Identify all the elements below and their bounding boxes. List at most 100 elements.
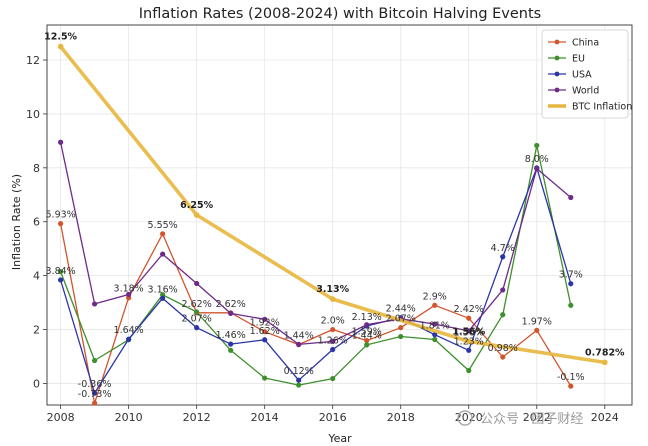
data-label: 5.55% <box>148 220 178 231</box>
data-label: 2.0% <box>321 316 345 327</box>
series-btc-inflation <box>57 43 608 366</box>
legend-label: China <box>572 38 599 49</box>
y-tick-label: 4 <box>33 270 40 283</box>
data-point <box>500 312 506 318</box>
data-point <box>364 337 370 344</box>
data-point <box>329 296 336 302</box>
legend-item: USA <box>548 70 592 81</box>
data-label: 1.64% <box>114 325 144 336</box>
series-layer <box>57 43 608 406</box>
y-axis-title: Inflation Rate (%) <box>10 174 23 270</box>
legend: China EU USA World BTC Inflation <box>541 29 632 119</box>
data-label: 8.0% <box>525 154 549 165</box>
data-label: 3.16% <box>148 284 178 295</box>
data-label: 2.07% <box>386 314 416 325</box>
data-point <box>534 327 540 333</box>
legend-item: EU <box>548 54 585 65</box>
data-point <box>364 322 370 328</box>
legend-label: World <box>572 86 599 97</box>
legend-item: BTC Inflation <box>548 102 632 113</box>
data-point <box>228 310 234 316</box>
legend-marker <box>554 55 560 61</box>
data-point <box>568 281 574 287</box>
data-point <box>466 367 472 374</box>
y-tick-label: 10 <box>26 108 40 121</box>
data-point <box>160 295 166 301</box>
data-point <box>160 251 166 257</box>
y-tick-label: 12 <box>26 54 40 67</box>
data-label: 2.44% <box>386 304 416 315</box>
watermark-icon <box>457 410 473 426</box>
data-point <box>126 336 132 342</box>
x-tick-label: 2016 <box>319 411 347 424</box>
data-label: 1.92% <box>250 318 280 329</box>
data-point <box>58 139 64 145</box>
data-point <box>432 332 438 338</box>
series-line <box>59 222 572 404</box>
data-label: 1.62% <box>250 326 280 337</box>
data-label: 3.18% <box>114 284 144 295</box>
data-label: -0.36% <box>78 379 112 390</box>
series-china <box>58 221 574 406</box>
data-label: 1.44% <box>284 331 314 342</box>
data-point <box>568 383 574 389</box>
data-point <box>466 347 472 353</box>
data-label: 2.62% <box>216 299 246 310</box>
legend-item: China <box>548 38 599 49</box>
data-label: 1.23% <box>454 336 484 347</box>
legend-box <box>541 29 629 119</box>
data-label: 3.7% <box>559 270 583 281</box>
legend-item: World <box>548 86 599 97</box>
x-tick-label: 2010 <box>115 411 143 424</box>
legend-marker <box>554 71 560 77</box>
x-tick-label: 2014 <box>251 411 279 424</box>
data-point <box>500 354 506 360</box>
data-label: 2.9% <box>423 291 447 302</box>
data-point <box>126 291 132 298</box>
y-axis: 0 2 4 6 8 10 12 <box>26 54 47 390</box>
x-tick-label: 2012 <box>183 411 211 424</box>
data-point <box>228 341 234 347</box>
legend-marker <box>554 87 560 93</box>
data-point <box>330 326 336 333</box>
data-point <box>296 341 302 347</box>
data-point <box>534 142 540 149</box>
data-point <box>500 287 506 293</box>
chart-title: Inflation Rates (2008-2024) with Bitcoin… <box>139 6 541 22</box>
data-labels: 5.93% 3.84% -0.73%-0.36% 3.18% 1.64% 5.55% 3.1… <box>44 32 625 401</box>
data-label: 1.44% <box>352 331 382 342</box>
data-label: -0.73% <box>78 389 112 400</box>
data-label: 1.56% <box>454 327 484 338</box>
data-label: 4.7% <box>491 243 515 254</box>
btc-data-label: 12.5% <box>44 32 77 43</box>
data-point <box>194 309 200 315</box>
btc-data-label: 3.13% <box>316 284 349 295</box>
data-point <box>262 337 268 343</box>
data-point <box>465 338 472 345</box>
data-label: 2.13% <box>352 312 382 323</box>
data-point <box>432 321 438 327</box>
y-tick-label: 8 <box>33 162 40 175</box>
x-tick-label: 2008 <box>47 411 75 424</box>
data-point <box>296 377 302 383</box>
data-point <box>330 346 336 353</box>
data-point <box>330 375 336 382</box>
data-point <box>160 231 166 237</box>
data-point <box>398 325 404 331</box>
data-label: 0.12% <box>284 366 314 377</box>
plot-area <box>46 24 633 406</box>
data-point <box>262 329 268 335</box>
data-point <box>466 315 472 321</box>
watermark-text: 公众号 · 团子财经 <box>480 412 583 427</box>
data-label: 3.84% <box>46 266 76 277</box>
x-tick-label: 2024 <box>591 411 619 424</box>
x-axis: 2008 2010 2012 2014 2016 2018 2020 2022 2024 <box>47 405 619 424</box>
btc-data-label: 6.25% <box>180 200 213 211</box>
legend-marker <box>554 39 560 45</box>
data-label: 0.98% <box>488 343 518 354</box>
watermark: 公众号 · 团子财经 <box>457 410 583 427</box>
series-usa <box>58 165 574 396</box>
data-label: 1.97% <box>522 316 552 327</box>
data-point <box>330 338 336 344</box>
btc-data-label: 1.56% <box>452 326 485 337</box>
